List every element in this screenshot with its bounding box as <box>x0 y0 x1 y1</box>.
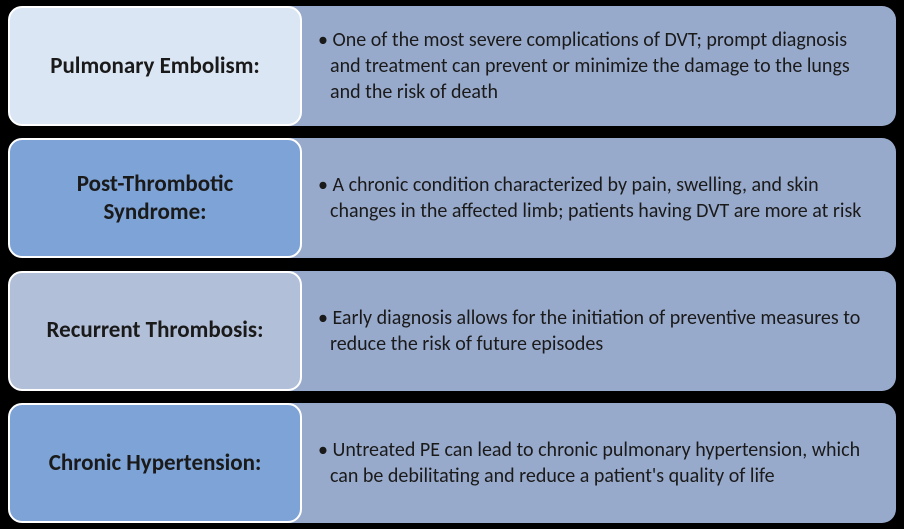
row-pulmonary-embolism: Pulmonary Embolism: One of the most seve… <box>0 6 904 126</box>
desc-box: A chronic condition characterized by pai… <box>288 138 896 258</box>
title-box: Recurrent Thrombosis: <box>8 271 302 391</box>
title-text: Recurrent Thrombosis: <box>47 316 264 345</box>
title-box: Post-Thrombotic Syndrome: <box>8 138 302 258</box>
desc-box: Untreated PE can lead to chronic pulmona… <box>288 403 896 523</box>
title-text: Pulmonary Embolism: <box>50 52 260 81</box>
title-box: Pulmonary Embolism: <box>8 6 302 126</box>
desc-box: Early diagnosis allows for the initiatio… <box>288 271 896 391</box>
row-recurrent-thrombosis: Recurrent Thrombosis: Early diagnosis al… <box>0 271 904 391</box>
desc-box: One of the most severe complications of … <box>288 6 896 126</box>
desc-text: One of the most severe complications of … <box>318 27 870 105</box>
row-chronic-hypertension: Chronic Hypertension: Untreated PE can l… <box>0 403 904 523</box>
desc-text: A chronic condition characterized by pai… <box>318 172 870 224</box>
title-box: Chronic Hypertension: <box>8 403 302 523</box>
desc-text: Untreated PE can lead to chronic pulmona… <box>318 437 870 489</box>
title-text: Chronic Hypertension: <box>49 449 262 478</box>
row-post-thrombotic-syndrome: Post-Thrombotic Syndrome: A chronic cond… <box>0 138 904 258</box>
title-text: Post-Thrombotic Syndrome: <box>28 170 282 228</box>
desc-text: Early diagnosis allows for the initiatio… <box>318 305 870 357</box>
